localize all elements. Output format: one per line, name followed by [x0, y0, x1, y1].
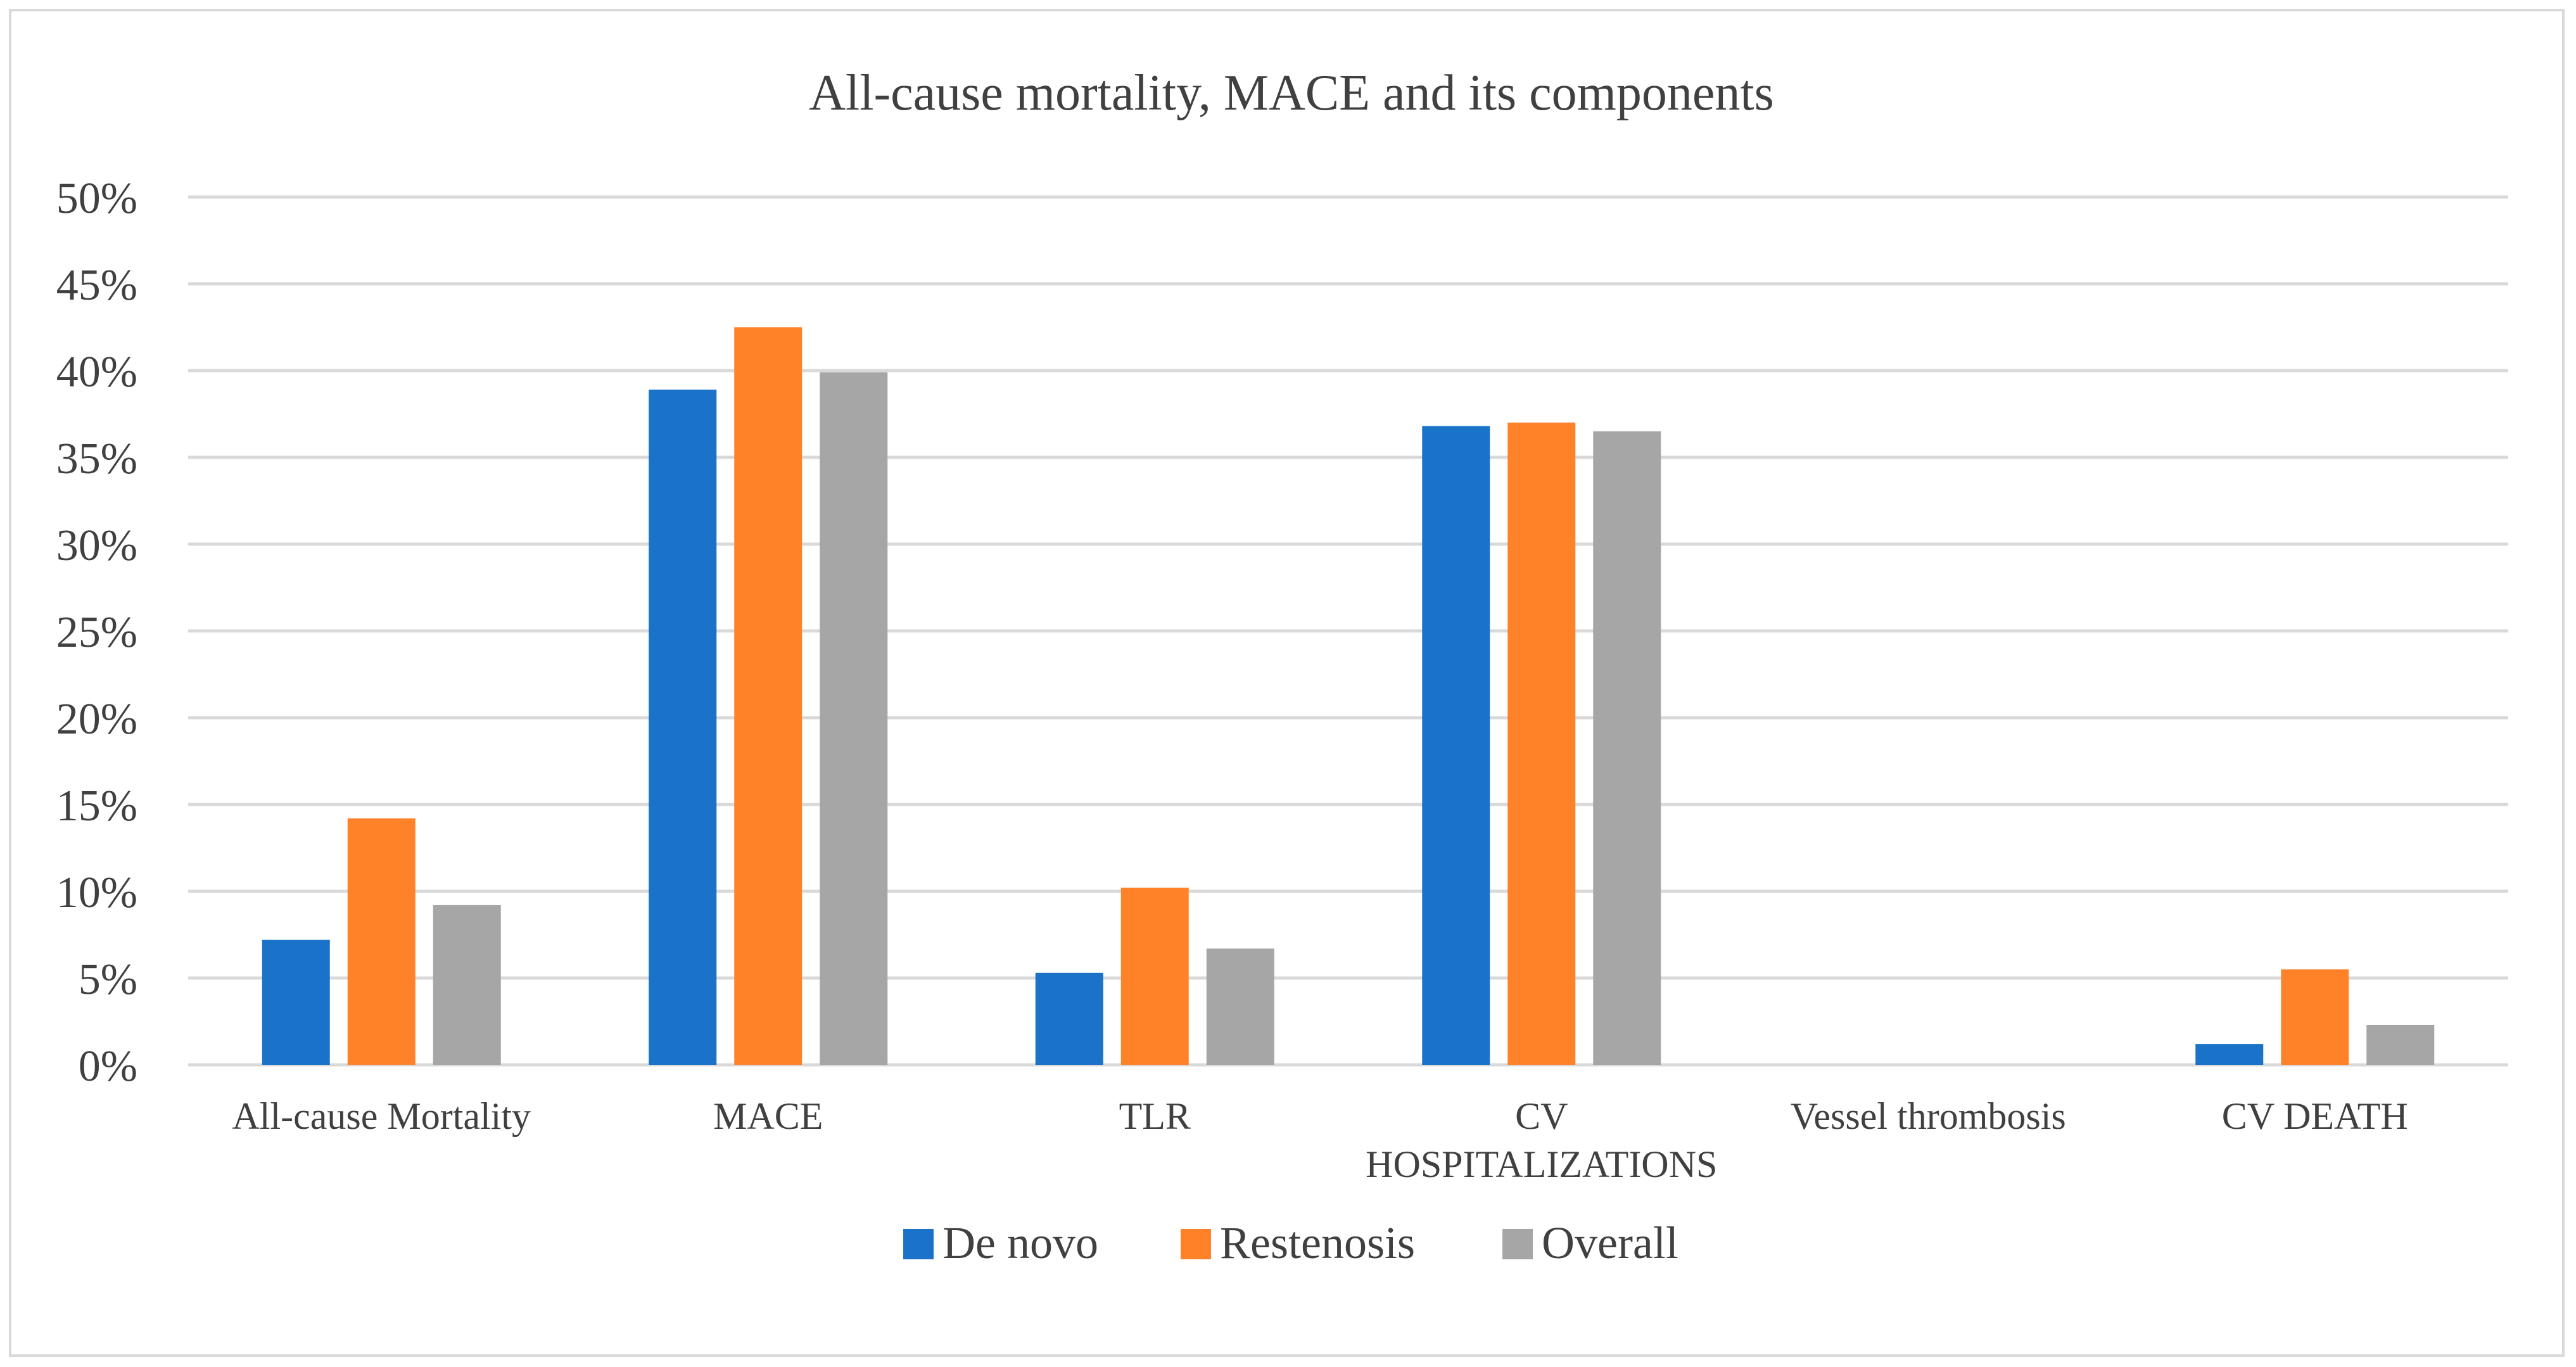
- y-tick-label: 40%: [56, 348, 137, 397]
- bar-restenosis: [2281, 969, 2349, 1065]
- legend-swatch: [1181, 1229, 1211, 1259]
- y-tick-label: 5%: [79, 955, 137, 1004]
- y-tick-label: 25%: [56, 608, 137, 657]
- x-category-label: MACE: [713, 1095, 823, 1137]
- bar-overall: [1206, 948, 1274, 1065]
- y-tick-label: 20%: [56, 695, 137, 744]
- bar-de-novo: [262, 939, 330, 1065]
- y-tick-label: 45%: [56, 261, 137, 310]
- bar-overall: [820, 372, 888, 1065]
- x-category-label: TLR: [1119, 1095, 1191, 1137]
- y-tick-label: 0%: [79, 1042, 137, 1091]
- legend-label: Overall: [1542, 1218, 1678, 1268]
- bar-restenosis: [1120, 887, 1189, 1065]
- y-tick-label: 30%: [56, 521, 137, 570]
- chart-frame: All-cause mortality, MACE and its compon…: [9, 9, 2565, 1357]
- y-tick-label: 10%: [56, 868, 137, 917]
- bar-de-novo: [2195, 1044, 2264, 1065]
- bar-restenosis: [347, 818, 416, 1065]
- x-category-label: CV HOSPITALIZATIONS: [1366, 1095, 1717, 1185]
- legend-label: De novo: [942, 1218, 1098, 1268]
- gridlines: [188, 195, 2508, 1067]
- y-tick-label: 15%: [56, 782, 137, 830]
- bar-overall: [1593, 431, 1661, 1065]
- legend-swatch: [1502, 1229, 1533, 1259]
- bars: [262, 327, 2435, 1065]
- x-category-label: Vessel thrombosis: [1791, 1095, 2066, 1137]
- bar-chart: All-cause mortality, MACE and its compon…: [56, 65, 2508, 1268]
- x-category-label: All-cause Mortality: [232, 1095, 531, 1137]
- y-axis-ticks: 0% 5% 10% 15% 20% 25% 30% 35% 40% 45% 50%: [56, 174, 137, 1091]
- x-category-label: CV DEATH: [2222, 1095, 2408, 1137]
- legend-label: Restenosis: [1220, 1218, 1415, 1268]
- bar-de-novo: [1035, 972, 1103, 1065]
- bar-overall: [2366, 1024, 2435, 1065]
- bar-de-novo: [649, 390, 717, 1065]
- chart-title: All-cause mortality, MACE and its compon…: [809, 65, 1773, 121]
- bar-restenosis: [1507, 423, 1576, 1065]
- bar-overall: [433, 905, 501, 1065]
- x-axis-labels: All-cause Mortality MACE TLR CV HOSPITALIZAT…: [232, 1095, 2408, 1185]
- y-tick-label: 50%: [56, 174, 137, 223]
- y-tick-label: 35%: [56, 435, 137, 483]
- bar-de-novo: [1422, 426, 1490, 1065]
- legend: De novo Restenosis Overall: [903, 1218, 1678, 1268]
- legend-swatch: [903, 1229, 934, 1259]
- bar-restenosis: [734, 327, 803, 1065]
